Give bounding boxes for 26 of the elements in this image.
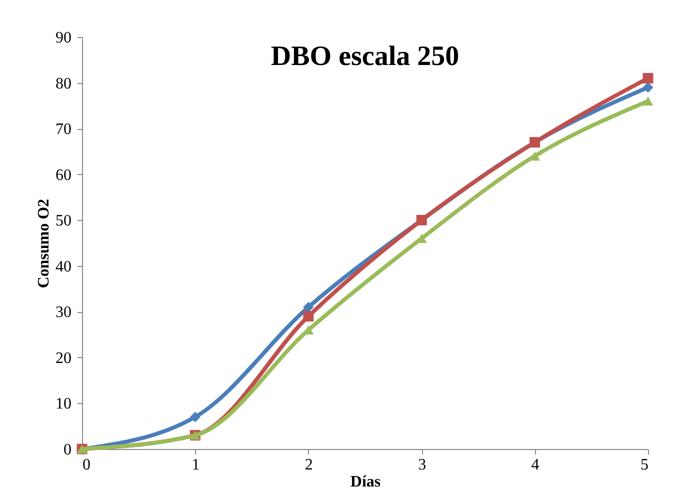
x-tick-label: 4	[531, 456, 540, 474]
x-tick-label: 0	[82, 456, 90, 474]
point	[642, 96, 654, 106]
point	[642, 72, 654, 84]
y-tick-label: 40	[56, 258, 72, 276]
chart-title: DBO escala 250	[270, 41, 460, 72]
y-axis-title: Consumo O2	[36, 198, 52, 288]
point	[642, 82, 654, 93]
y-tick-label: 10	[56, 396, 72, 413]
y-tick-label: 20	[56, 350, 72, 367]
point	[303, 302, 314, 312]
point	[530, 151, 540, 161]
point	[190, 412, 200, 422]
x-tick-label: 2	[304, 456, 313, 474]
y-tick-label: 60	[56, 166, 72, 184]
x-tick-label: 1	[192, 456, 200, 474]
x-tick-label: 3	[418, 456, 426, 474]
x-tick-label: 5	[640, 456, 648, 474]
point	[303, 311, 314, 322]
y-tick-label: 80	[56, 75, 72, 92]
y-tick-label: 30	[56, 304, 72, 322]
y-tick-label: 70	[56, 121, 72, 138]
x-axis-title: Días	[350, 474, 381, 490]
y-tick-label: 50	[56, 212, 72, 230]
y-tick-label: 0	[64, 442, 72, 458]
y-tick-label: 90	[56, 30, 72, 46]
